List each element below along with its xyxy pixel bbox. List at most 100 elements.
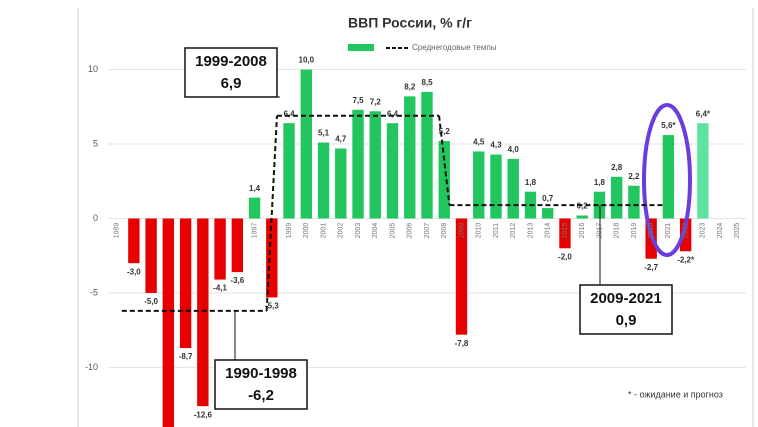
value-label: 6,4 — [283, 109, 295, 118]
x-tick-label: 2003 — [355, 223, 362, 239]
value-label: -8,7 — [179, 352, 193, 361]
legend-label: Среднегодовые темпы — [412, 43, 497, 52]
value-label: 8,2 — [404, 82, 416, 91]
bar — [421, 91, 433, 219]
value-label: -5,3 — [265, 302, 279, 311]
value-label: 4,5 — [473, 138, 485, 147]
y-tick-label: 0 — [93, 213, 98, 223]
bar — [300, 69, 312, 219]
x-tick-label: 2000 — [303, 223, 310, 239]
value-label: 7,5 — [352, 96, 364, 105]
callout-period: 2009-2021 — [590, 290, 662, 307]
bar — [231, 218, 244, 273]
callout-value: 6,9 — [221, 75, 242, 92]
bar — [214, 218, 226, 280]
x-tick-label: 2021 — [665, 223, 672, 239]
value-label: 7,2 — [370, 97, 382, 106]
x-tick-label: 2014 — [545, 223, 552, 239]
bar — [179, 218, 192, 349]
value-label: 5,6* — [661, 121, 676, 130]
callout-value: 0,9 — [616, 312, 637, 329]
value-label: 1,8 — [525, 178, 537, 187]
average-connector — [438, 115, 451, 206]
bar — [662, 135, 675, 219]
x-tick-label: 2004 — [372, 223, 379, 239]
x-tick-label: 2001 — [320, 223, 327, 239]
value-label: -3,6 — [230, 276, 244, 285]
value-label: 4,7 — [335, 135, 347, 144]
value-label: -2,7 — [644, 263, 658, 272]
legend-swatch — [348, 44, 374, 51]
x-tick-label: 1989 — [113, 223, 120, 239]
value-label: -2,2* — [677, 255, 695, 264]
bar — [593, 191, 606, 219]
bar — [576, 215, 588, 219]
value-label: 1,4 — [249, 184, 261, 193]
value-label: 5,2 — [439, 127, 451, 136]
x-tick-label: 1999 — [286, 223, 293, 239]
bar — [507, 158, 519, 219]
value-label: -4,1 — [213, 284, 227, 293]
x-tick-label: 2011 — [493, 223, 500, 238]
x-tick-label: 2025 — [734, 223, 741, 239]
value-label: -12,6 — [194, 410, 213, 419]
value-label: -5,0 — [144, 297, 158, 306]
value-label: 2,8 — [611, 163, 623, 172]
x-tick-label: 1997 — [251, 223, 258, 239]
callout-box — [184, 47, 278, 98]
bar — [266, 218, 278, 298]
bar — [145, 218, 157, 293]
bar — [610, 176, 623, 219]
x-tick-label: 2022 — [682, 223, 689, 239]
value-label: -3,0 — [127, 267, 141, 276]
bar — [162, 218, 175, 427]
x-tick-label: 2006 — [407, 223, 414, 239]
bar — [455, 218, 468, 335]
x-tick-label: 2015 — [562, 223, 569, 239]
bar — [283, 123, 295, 219]
callout-period: 1990-1998 — [225, 365, 297, 382]
x-tick-label: 2010 — [476, 223, 483, 239]
bar — [438, 141, 450, 219]
y-tick-label: -10 — [85, 362, 98, 372]
x-tick-label: 2013 — [527, 223, 534, 239]
bar — [559, 218, 571, 249]
bar — [335, 148, 347, 219]
callout-period: 1999-2008 — [195, 53, 267, 70]
x-tick-label: 2012 — [510, 223, 517, 239]
value-label: 6,4* — [696, 109, 711, 118]
value-label: 0,2 — [577, 202, 589, 211]
bar — [697, 123, 709, 219]
note: * - ожидание и прогноз — [628, 389, 723, 399]
bar — [473, 151, 485, 219]
average-connector — [265, 115, 278, 311]
bar — [369, 111, 381, 219]
x-tick-label: 2023 — [700, 223, 707, 239]
x-tick-label: 2005 — [389, 223, 396, 239]
x-tick-label: 2019 — [631, 223, 638, 239]
highlight — [642, 103, 692, 257]
bar — [352, 109, 364, 219]
bar — [197, 218, 209, 407]
x-tick-label: 2008 — [441, 223, 448, 239]
bar — [128, 218, 140, 264]
value-label: 2,2 — [628, 172, 640, 181]
value-label: 4,3 — [490, 141, 502, 150]
value-label: 4,0 — [508, 145, 520, 154]
value-label: 6,4 — [387, 109, 399, 118]
value-label: 1,8 — [594, 178, 606, 187]
value-label: 0,7 — [542, 194, 554, 203]
value-label: -7,8 — [455, 339, 469, 348]
x-tick-label: 2024 — [717, 223, 724, 239]
bar — [542, 208, 554, 219]
y-tick-label: 10 — [88, 64, 98, 74]
bar — [679, 218, 692, 252]
y-tick-label: -5 — [90, 287, 98, 297]
y-tick-label: 5 — [93, 138, 98, 148]
value-label: 8,5 — [421, 78, 433, 87]
x-tick-label: 2009 — [458, 223, 465, 239]
x-tick-label: 2002 — [338, 223, 345, 239]
value-label: -2,0 — [558, 252, 572, 261]
callout-value: -6,2 — [248, 387, 274, 404]
